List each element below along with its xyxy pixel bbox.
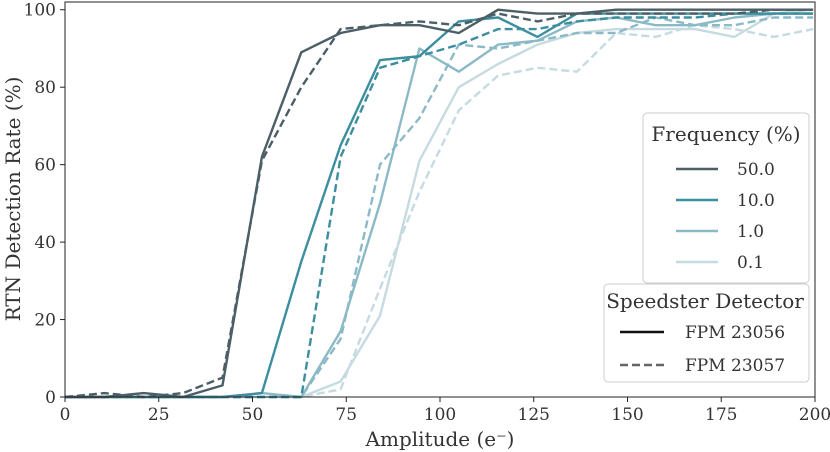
frequency-legend-box [642, 112, 810, 284]
x-tick-label: 125 [518, 405, 550, 425]
x-tick-label: 25 [148, 405, 170, 425]
x-tick-label: 200 [799, 405, 830, 425]
frequency-legend-label: 1.0 [737, 222, 764, 242]
x-tick-label: 50 [242, 405, 264, 425]
y-tick-label: 100 [24, 1, 56, 21]
x-tick-label: 175 [705, 405, 737, 425]
y-tick-label: 60 [34, 156, 56, 176]
x-tick-label: 0 [60, 405, 71, 425]
series-line-50-0-fpm-23057 [64, 8, 814, 399]
detector-legend-label: FPM 23057 [685, 356, 785, 376]
x-tick-label: 150 [611, 405, 643, 425]
x-axis-title: Amplitude (e⁻) [365, 427, 515, 451]
y-tick-label: 80 [34, 78, 56, 98]
detector-legend-box [603, 283, 810, 383]
frequency-legend-title: Frequency (%) [651, 122, 800, 146]
detector-legend-label: FPM 23056 [685, 323, 785, 343]
axis-ticks: 0 25 50 75 100 125 150 175 200 0 20 40 60 80 100 [24, 1, 830, 425]
series-line-50-0-fpm-23056 [65, 8, 814, 399]
frequency-legend: Frequency (%) 50.0 10.0 1.0 0.1 [642, 112, 810, 284]
frequency-legend-label: 10.0 [737, 191, 775, 211]
frequency-legend-label: 0.1 [737, 253, 764, 273]
y-tick-label: 20 [34, 311, 56, 331]
y-axis-title: RTN Detection Rate (%) [1, 77, 25, 322]
x-tick-label: 75 [335, 405, 357, 425]
y-tick-label: 0 [45, 388, 56, 408]
y-tick-label: 40 [34, 233, 56, 253]
detector-legend: Speedster Detector FPM 23056 FPM 23057 [603, 283, 810, 383]
detector-legend-title: Speedster Detector [606, 289, 804, 313]
x-tick-label: 100 [424, 405, 456, 425]
frequency-legend-label: 50.0 [737, 160, 775, 180]
